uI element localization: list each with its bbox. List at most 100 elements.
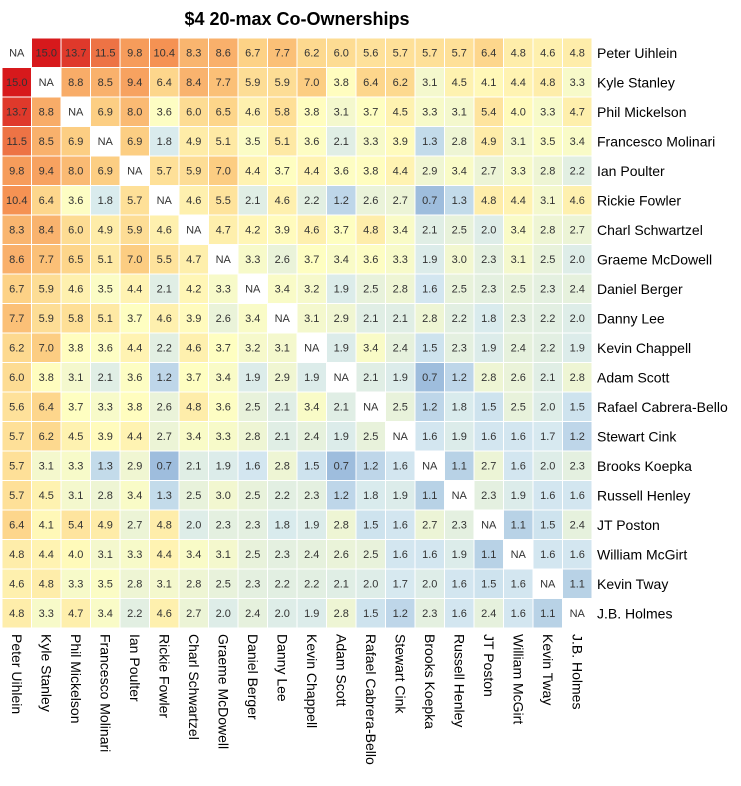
cell-value-label: 2.2 xyxy=(275,578,290,590)
cell-value-label: 3.1 xyxy=(216,549,231,561)
cell-value-label: 2.3 xyxy=(481,283,496,295)
cell-value-label: 2.8 xyxy=(334,608,349,620)
cell-value-label: 3.3 xyxy=(98,401,113,413)
heatmap-cell xyxy=(60,244,91,275)
heatmap-cell xyxy=(355,96,386,127)
heatmap-cell xyxy=(414,96,445,127)
cell-value-label: 2.5 xyxy=(245,549,260,561)
cell-value-label: 2.8 xyxy=(275,460,290,472)
cell-value-label: 3.8 xyxy=(68,342,83,354)
heatmap-cell xyxy=(31,67,62,98)
heatmap-cell xyxy=(326,598,357,629)
heatmap-cell xyxy=(178,332,209,363)
cell-value-label: 1.3 xyxy=(452,195,467,207)
cell-value-label: 1.7 xyxy=(393,578,408,590)
row-label: Stewart Cink xyxy=(597,428,677,444)
cell-value-label: 2.1 xyxy=(245,195,260,207)
column-label: JT Poston xyxy=(481,634,497,697)
heatmap-cell xyxy=(562,450,593,481)
cell-value-label: 5.5 xyxy=(216,195,231,207)
heatmap-cell xyxy=(503,450,534,481)
cell-value-label: 4.4 xyxy=(511,195,526,207)
heatmap-cell xyxy=(444,480,475,511)
cell-value-label: 1.6 xyxy=(452,578,467,590)
cell-value-label: 2.2 xyxy=(452,313,467,325)
cell-value-label: 2.4 xyxy=(245,608,260,620)
cell-value-label: 4.6 xyxy=(157,313,172,325)
cell-value-label: NA xyxy=(393,431,409,443)
cell-value-label: NA xyxy=(245,283,261,295)
heatmap-cell xyxy=(178,214,209,245)
cell-value-label: 2.0 xyxy=(570,254,585,266)
heatmap-cell xyxy=(326,185,357,216)
cell-value-label: 8.6 xyxy=(9,254,24,266)
column-label: Phil Mickelson xyxy=(68,634,84,723)
cell-value-label: 1.8 xyxy=(98,195,113,207)
heatmap-cell xyxy=(385,96,416,127)
cell-value-label: 1.3 xyxy=(98,460,113,472)
cell-value-label: 2.1 xyxy=(334,578,349,590)
cell-value-label: 2.4 xyxy=(481,608,496,620)
cell-value-label: 6.9 xyxy=(98,165,113,177)
cell-value-label: 3.4 xyxy=(363,342,378,354)
cell-value-label: NA xyxy=(157,195,173,207)
cell-value-label: 1.5 xyxy=(540,519,555,531)
cell-value-label: 2.5 xyxy=(245,490,260,502)
cell-value-label: 2.5 xyxy=(363,283,378,295)
cell-value-label: 0.7 xyxy=(157,460,172,472)
cell-value-label: 6.2 xyxy=(304,47,319,59)
cell-value-label: 3.9 xyxy=(98,431,113,443)
cell-value-label: 3.4 xyxy=(245,313,260,325)
row-label: William McGirt xyxy=(597,546,687,562)
column-label: Rafael Cabrera-Bello xyxy=(363,634,379,765)
cell-value-label: 3.3 xyxy=(68,578,83,590)
row-label: Rickie Fowler xyxy=(597,192,681,208)
cell-value-label: 2.4 xyxy=(570,283,585,295)
cell-value-label: 3.4 xyxy=(334,254,349,266)
cell-value-label: 4.8 xyxy=(9,608,24,620)
row-label: Daniel Berger xyxy=(597,281,683,297)
cell-value-label: 3.3 xyxy=(540,106,555,118)
cell-value-label: 8.4 xyxy=(186,77,201,89)
heatmap-cell xyxy=(326,37,357,68)
cell-value-label: 5.1 xyxy=(98,313,113,325)
heatmap-cell xyxy=(237,391,268,422)
cell-value-label: 3.0 xyxy=(452,254,467,266)
heatmap-cell xyxy=(31,303,62,334)
cell-value-label: 1.8 xyxy=(452,401,467,413)
heatmap-cell xyxy=(296,67,327,98)
cell-value-label: 4.4 xyxy=(127,342,142,354)
cell-value-label: 1.2 xyxy=(334,195,349,207)
heatmap-cell xyxy=(414,185,445,216)
cell-value-label: 2.5 xyxy=(511,401,526,413)
cell-value-label: 4.4 xyxy=(127,283,142,295)
heatmap-cell xyxy=(503,391,534,422)
heatmap-cell xyxy=(326,126,357,157)
cell-value-label: 5.9 xyxy=(275,77,290,89)
cell-value-label: 2.3 xyxy=(481,254,496,266)
cell-value-label: 4.4 xyxy=(127,431,142,443)
cell-value-label: NA xyxy=(540,578,556,590)
heatmap-cell xyxy=(473,391,504,422)
heatmap-cell xyxy=(562,598,593,629)
cell-value-label: 2.0 xyxy=(422,578,437,590)
heatmap-cell xyxy=(237,362,268,393)
cell-value-label: 2.8 xyxy=(540,224,555,236)
heatmap-cell xyxy=(473,126,504,157)
row-label: J.B. Holmes xyxy=(597,605,672,621)
cell-value-label: 5.9 xyxy=(39,283,54,295)
cell-value-label: 4.7 xyxy=(216,224,231,236)
heatmap-cell xyxy=(237,244,268,275)
heatmap-cell xyxy=(60,185,91,216)
heatmap-cell xyxy=(31,332,62,363)
heatmap-cell xyxy=(562,509,593,540)
heatmap-cell xyxy=(444,96,475,127)
cell-value-label: NA xyxy=(304,342,320,354)
cell-value-label: 3.3 xyxy=(363,136,378,148)
cell-value-label: 2.7 xyxy=(570,224,585,236)
cell-value-label: 4.9 xyxy=(481,136,496,148)
heatmap-cell xyxy=(178,126,209,157)
heatmap-cell xyxy=(444,303,475,334)
cell-value-label: 3.1 xyxy=(304,313,319,325)
